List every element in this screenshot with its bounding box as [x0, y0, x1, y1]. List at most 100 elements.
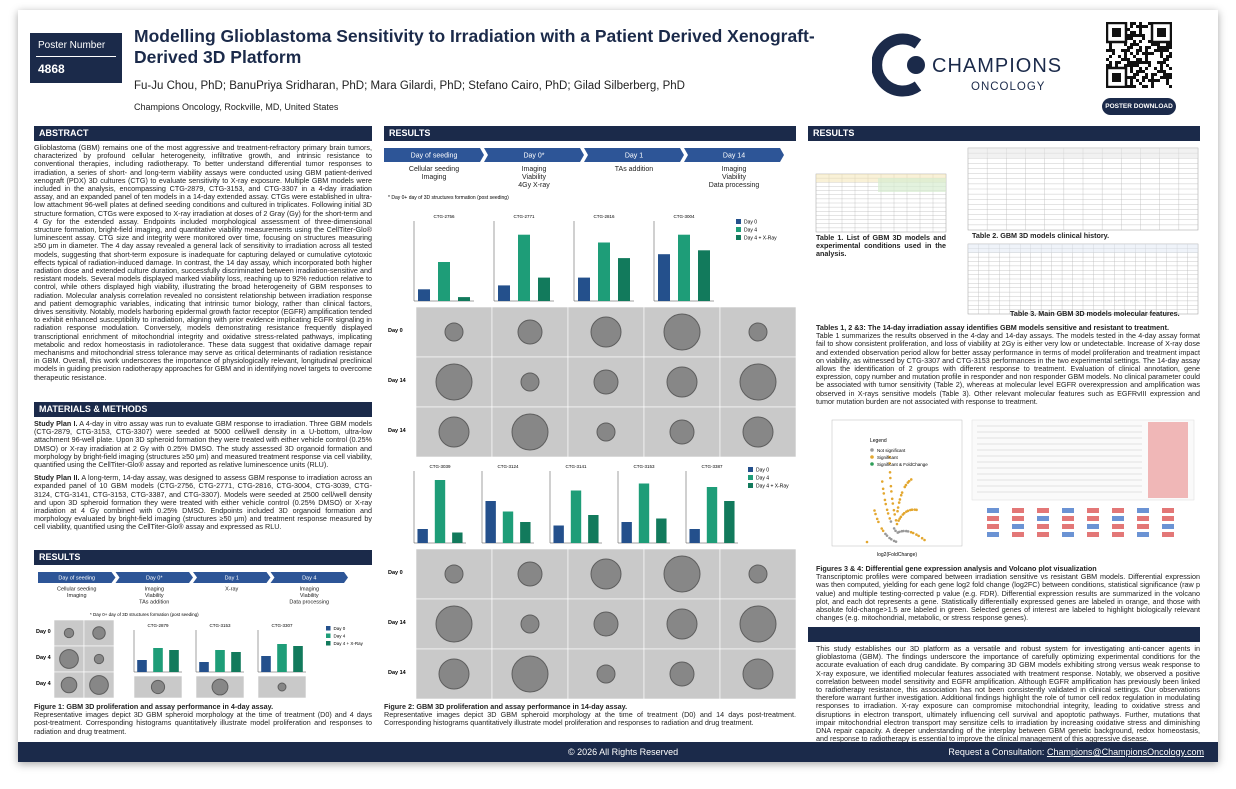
- volcano-dot: [889, 476, 892, 480]
- qr-cell: [1142, 52, 1145, 55]
- qr-cell: [1130, 85, 1133, 88]
- bar: [598, 242, 610, 301]
- table-caption: Table 3. Main GBM 3D models molecular fe…: [1010, 309, 1180, 318]
- row-label: Day 4: [36, 655, 52, 661]
- qr-cell: [1148, 64, 1151, 67]
- timeline-day: Day 14: [723, 153, 745, 160]
- volcano-dot: [877, 520, 880, 524]
- timeline-step: [270, 572, 348, 583]
- heatmap-cell: [1112, 508, 1124, 513]
- volcano-dot: [895, 522, 899, 526]
- qr-cell: [1163, 46, 1166, 49]
- row-label: Day 14: [388, 378, 407, 384]
- qr-cell: [1142, 34, 1145, 37]
- timeline-step: [115, 572, 193, 583]
- qr-cell: [1157, 43, 1160, 46]
- timeline-action: Imaging: [522, 166, 547, 173]
- volcano-dot: [889, 484, 893, 488]
- qr-cell: [1142, 37, 1145, 40]
- qr-cell: [1112, 49, 1115, 52]
- qr-finder: [1112, 28, 1121, 37]
- divider: [36, 56, 116, 57]
- qr-cell: [1166, 79, 1169, 82]
- heatmap-cell: [1012, 508, 1024, 513]
- volcano-dot: [884, 502, 888, 506]
- qr-cell: [1106, 58, 1109, 61]
- qr-cell: [1136, 61, 1139, 64]
- qr-cell: [1163, 49, 1166, 52]
- qr-cell: [1130, 37, 1133, 40]
- qr-cell: [1133, 76, 1136, 79]
- qr-cell: [1166, 82, 1169, 85]
- qr-finder: [1106, 66, 1128, 88]
- heatmap-cell: [1112, 532, 1124, 537]
- volcano-dot: [888, 536, 891, 540]
- heatmap-cell: [987, 524, 999, 529]
- qr-cell: [1142, 70, 1145, 73]
- timeline-action: Viability: [722, 174, 746, 181]
- qr-cell: [1139, 28, 1142, 31]
- timeline-action: Imaging: [422, 174, 447, 181]
- qr-cell: [1145, 25, 1148, 28]
- bar: [570, 490, 582, 543]
- qr-cell: [1109, 61, 1112, 64]
- row-label: Day 0: [36, 629, 51, 635]
- volcano-dot: [882, 492, 886, 495]
- bar: [418, 289, 430, 301]
- qr-cell: [1151, 73, 1154, 76]
- bar: [261, 656, 271, 672]
- volcano-dot: [896, 509, 899, 513]
- qr-cell: [1154, 67, 1157, 70]
- qr-cell: [1133, 43, 1136, 46]
- qr-cell: [1145, 85, 1148, 88]
- bar: [706, 487, 718, 543]
- chart-title: CTG-2816: [593, 214, 615, 219]
- qr-cell: [1130, 25, 1133, 28]
- qr-cell: [1154, 49, 1157, 52]
- volcano-dot: [894, 519, 898, 522]
- poster-number-label: Poster Number: [38, 40, 106, 51]
- qr-cell: [1145, 49, 1148, 52]
- qr-cell: [1163, 61, 1166, 64]
- chart-title: CTG-3124: [497, 464, 519, 469]
- bar: [458, 297, 470, 301]
- download-button[interactable]: POSTER DOWNLOAD: [1102, 98, 1176, 115]
- bar: [498, 285, 510, 301]
- timeline-day: Day 0*: [523, 153, 544, 160]
- qr-cell: [1145, 73, 1148, 76]
- bar: [417, 529, 428, 543]
- qr-cell: [1145, 58, 1148, 61]
- consult-email[interactable]: Champions@ChampionsOncology.com: [1046, 747, 1204, 757]
- qr-cell: [1169, 43, 1172, 46]
- heatmap-cell: [1012, 524, 1024, 529]
- volcano-dot: [885, 508, 889, 512]
- timeline-action: Data processing: [289, 600, 329, 606]
- row-label: Day 14: [388, 620, 407, 626]
- bar: [658, 254, 670, 301]
- timeline-step: [38, 572, 116, 583]
- spheroid: [669, 661, 695, 687]
- row-label: Day 14: [388, 670, 407, 676]
- bar: [169, 650, 179, 672]
- qr-cell: [1157, 61, 1160, 64]
- spheroid: [63, 627, 75, 639]
- bar: [502, 511, 514, 543]
- volcano-dot: [875, 517, 879, 521]
- section-header: RESULTS: [34, 550, 372, 565]
- timeline-action: Viability: [522, 174, 546, 181]
- bar: [153, 648, 163, 672]
- chart-title: CTG-3387: [701, 464, 723, 469]
- table-band: [878, 178, 946, 192]
- bar: [698, 250, 710, 301]
- volcano-dot: [901, 513, 905, 516]
- qr-code[interactable]: [1106, 22, 1172, 88]
- volcano-dot: [920, 536, 924, 540]
- timeline-action: X-ray: [225, 587, 238, 593]
- timeline-day: Day of seeding: [411, 153, 458, 160]
- legend-swatch: [748, 475, 753, 480]
- qr-cell: [1169, 52, 1172, 55]
- qr-cell: [1151, 52, 1154, 55]
- heatmap-cell: [1137, 516, 1149, 521]
- qr-cell: [1133, 40, 1136, 43]
